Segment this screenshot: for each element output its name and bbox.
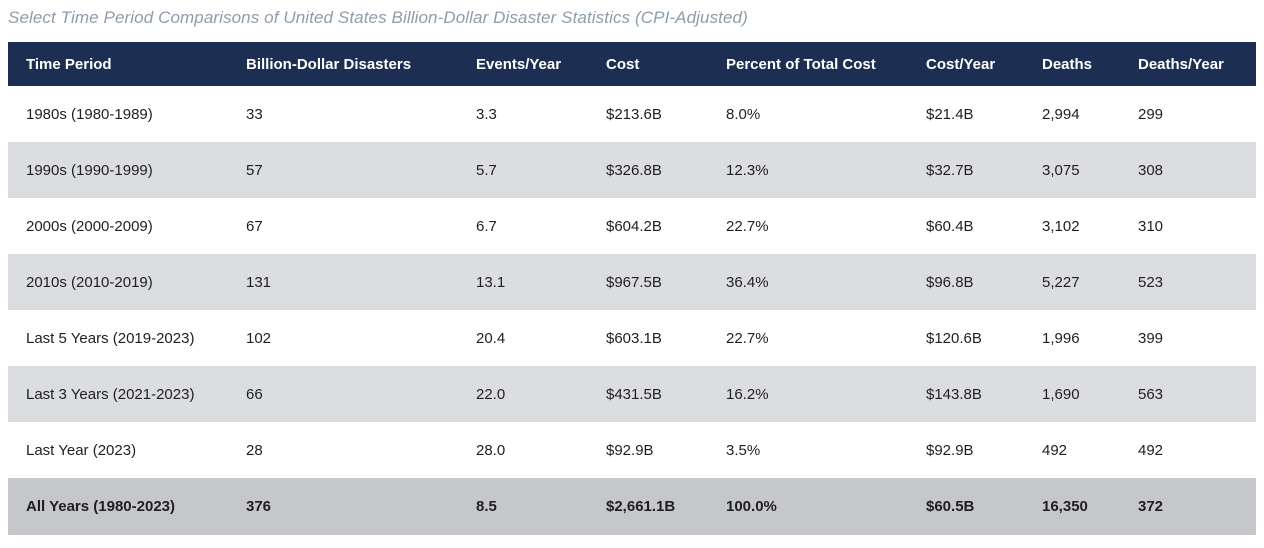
table-cell: 12.3% xyxy=(726,161,769,179)
page: Select Time Period Comparisons of United… xyxy=(8,8,1256,535)
table-cell: 57 xyxy=(246,161,263,179)
table-cell: 376 xyxy=(246,498,272,515)
table-header-row: Time Period Billion-Dollar Disasters Eve… xyxy=(8,42,1256,86)
table-cell: 492 xyxy=(1042,441,1068,459)
table-cell: $21.4B xyxy=(926,105,974,123)
table-row: Last 5 Years (2019-2023) 102 20.4 $603.1B 22… xyxy=(8,310,1256,366)
table-row: 2000s (2000-2009) 67 6.7 $604.2B 22.7% $60.4B… xyxy=(8,198,1256,254)
table-cell: $213.6B xyxy=(606,105,662,123)
table-cell: $32.7B xyxy=(926,161,974,179)
table-cell: $96.8B xyxy=(926,273,974,291)
col-header-cost-per-year: Cost/Year xyxy=(926,55,996,73)
table-cell: 5,227 xyxy=(1042,273,1080,291)
col-header-deaths: Deaths xyxy=(1042,55,1093,73)
table-cell: 67 xyxy=(246,217,263,235)
table-cell: 1,690 xyxy=(1042,385,1080,403)
table-cell: 20.4 xyxy=(476,329,506,347)
table-cell: 1980s (1980-1989) xyxy=(26,105,153,123)
table-body: 1980s (1980-1989) 33 3.3 $213.6B 8.0% $21.4B 2… xyxy=(8,86,1256,535)
table-cell: 8.0% xyxy=(726,105,761,123)
table-cell: 3,075 xyxy=(1042,161,1080,179)
table-cell: Last 5 Years (2019-2023) xyxy=(26,329,195,347)
table-cell: $92.9B xyxy=(606,441,654,459)
col-header-events-per-year: Events/Year xyxy=(476,55,562,73)
table-row: Last Year (2023) 28 28.0 $92.9B 3.5% $92.9B 49… xyxy=(8,422,1256,478)
table-cell: 36.4% xyxy=(726,273,769,291)
page-title: Select Time Period Comparisons of United… xyxy=(8,8,748,27)
table-cell: $967.5B xyxy=(606,273,662,291)
table-cell: 28.0 xyxy=(476,441,506,459)
table-row: Last 3 Years (2021-2023) 66 22.0 $431.5B 16.… xyxy=(8,366,1256,422)
table-cell: $143.8B xyxy=(926,385,982,403)
table-cell: 33 xyxy=(246,105,263,123)
table-cell: 399 xyxy=(1138,329,1164,347)
table-cell: 6.7 xyxy=(476,217,497,235)
table-cell: 16,350 xyxy=(1042,498,1088,515)
table-cell: $2,661.1B xyxy=(606,498,676,515)
table-cell: 102 xyxy=(246,329,272,347)
table-cell: 2010s (2010-2019) xyxy=(26,273,153,291)
table-total-row: All Years (1980-2023) 376 8.5 $2,661.1B 100.… xyxy=(8,478,1256,535)
table-cell: Last 3 Years (2021-2023) xyxy=(26,385,195,403)
table-cell: 100.0% xyxy=(726,498,777,515)
table-cell: 308 xyxy=(1138,161,1164,179)
table-cell: $60.5B xyxy=(926,498,975,515)
table-cell: 492 xyxy=(1138,441,1164,459)
table-cell: $120.6B xyxy=(926,329,982,347)
table-cell: 8.5 xyxy=(476,498,497,515)
table-cell: 1990s (1990-1999) xyxy=(26,161,153,179)
col-header-billion-dollar-disasters: Billion-Dollar Disasters xyxy=(246,55,412,73)
table-cell: 13.1 xyxy=(476,273,506,291)
table-cell: 16.2% xyxy=(726,385,769,403)
table-cell: 299 xyxy=(1138,105,1164,123)
table-row: 1990s (1990-1999) 57 5.7 $326.8B 12.3% $32.7B… xyxy=(8,142,1256,198)
table-cell: $326.8B xyxy=(606,161,662,179)
table-cell: 563 xyxy=(1138,385,1164,403)
disaster-stats-table: Time Period Billion-Dollar Disasters Eve… xyxy=(8,42,1256,535)
table-cell: $603.1B xyxy=(606,329,662,347)
table-cell: 131 xyxy=(246,273,272,291)
col-header-time-period: Time Period xyxy=(26,55,112,73)
col-header-cost: Cost xyxy=(606,55,640,73)
table-cell: $60.4B xyxy=(926,217,974,235)
table-cell: 523 xyxy=(1138,273,1164,291)
col-header-percent-of-total-cost: Percent of Total Cost xyxy=(726,55,876,73)
table-cell: $431.5B xyxy=(606,385,662,403)
table-cell: 2,994 xyxy=(1042,105,1080,123)
table-cell: 22.7% xyxy=(726,217,769,235)
table-cell: 66 xyxy=(246,385,263,403)
table-cell: 1,996 xyxy=(1042,329,1080,347)
table-cell: 28 xyxy=(246,441,263,459)
table-cell: All Years (1980-2023) xyxy=(26,498,175,515)
table-row: 1980s (1980-1989) 33 3.3 $213.6B 8.0% $21.4B 2… xyxy=(8,86,1256,142)
table-cell: 372 xyxy=(1138,498,1164,515)
col-header-deaths-per-year: Deaths/Year xyxy=(1138,55,1224,73)
table-cell: $92.9B xyxy=(926,441,974,459)
table-cell: 2000s (2000-2009) xyxy=(26,217,153,235)
table-cell: 310 xyxy=(1138,217,1164,235)
table-cell: 3,102 xyxy=(1042,217,1080,235)
table-cell: 3.3 xyxy=(476,105,497,123)
table-cell: 22.0 xyxy=(476,385,506,403)
table-cell: 3.5% xyxy=(726,441,761,459)
table-cell: 22.7% xyxy=(726,329,769,347)
table-row: 2010s (2010-2019) 131 13.1 $967.5B 36.4% $96.… xyxy=(8,254,1256,310)
table-cell: 5.7 xyxy=(476,161,497,179)
table-cell: $604.2B xyxy=(606,217,662,235)
table-cell: Last Year (2023) xyxy=(26,441,137,459)
